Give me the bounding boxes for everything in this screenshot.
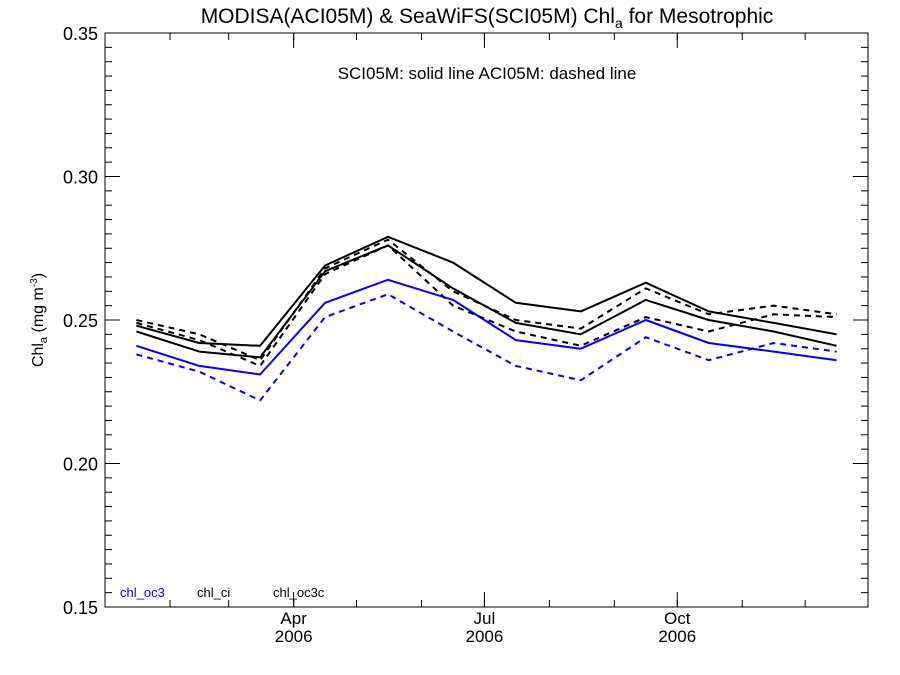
x-tick-label-year: 2006 [465,627,503,646]
series-line-chl_oc3c-sci05m [136,235,837,347]
series-layer [136,235,837,402]
y-tick-label: 0.25 [63,311,98,331]
series-line-chl_oc3c-aci05m [136,238,837,362]
x-tick-label-year: 2006 [658,627,696,646]
x-tick-label-month: Apr [280,609,307,628]
y-axis-label: Chla (mg m-3) [29,273,50,367]
y-tick-label: 0.35 [63,24,98,44]
chart-title: MODISA(ACI05M) & SeaWiFS(SCI05M) Chla fo… [201,5,774,31]
legend-item-chl_oc3c: chl_oc3c [273,585,325,600]
y-tick-label: 0.20 [63,455,98,475]
y-tick-label: 0.30 [63,168,98,188]
series-line-chl_oc3-aci05m [136,293,837,402]
legend: chl_oc3 chl_ci chl_oc3c [120,585,325,600]
series-line-chl_ci-sci05m [136,244,837,359]
x-tick-label-year: 2006 [275,627,313,646]
legend-item-chl_ci: chl_ci [197,585,230,600]
x-tick-label-month: Oct [664,609,691,628]
y-tick-label: 0.15 [63,598,98,618]
axes-layer: 0.150.200.250.300.35Apr2006Jul2006Oct200… [63,24,868,646]
series-line-chl_oc3-sci05m [136,278,837,376]
x-tick-label-month: Jul [474,609,496,628]
chart-annotation: SCI05M: solid line ACI05M: dashed line [338,64,637,83]
chart-title-subscript: a [615,15,623,31]
legend-item-chl_oc3: chl_oc3 [120,585,165,600]
series-line-chl_ci-aci05m [136,244,837,367]
